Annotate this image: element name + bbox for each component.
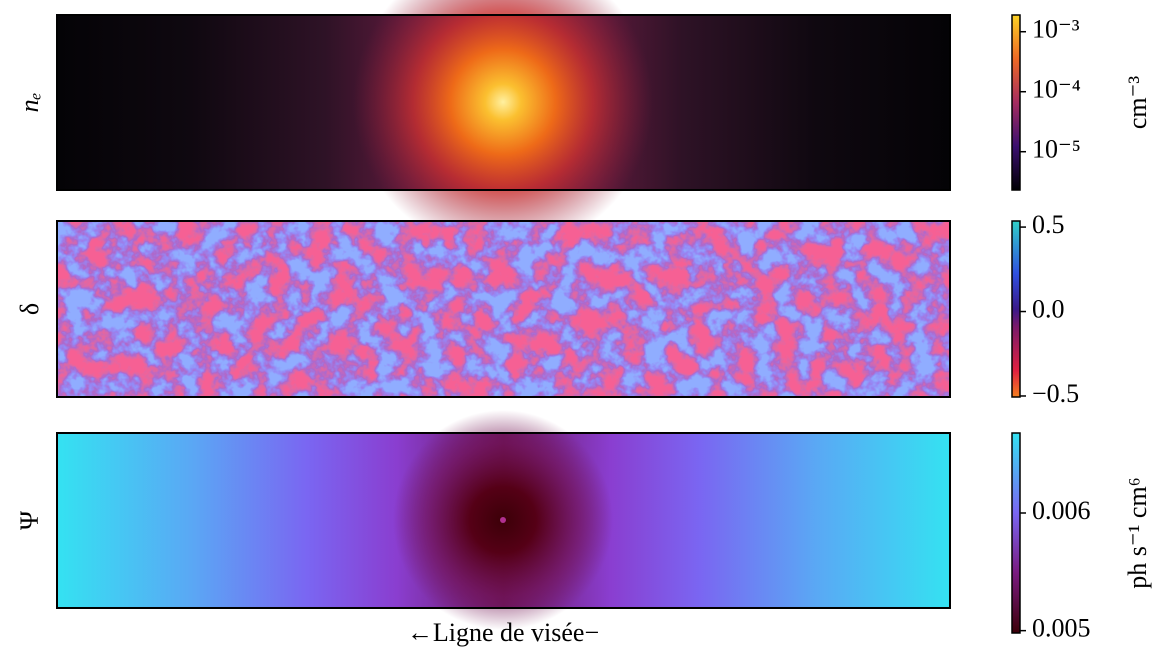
emissivity-center bbox=[500, 517, 506, 523]
colorbar-tick-label: −0.5 bbox=[1032, 379, 1079, 408]
colorbar bbox=[1011, 432, 1021, 634]
colorbar-label: cm⁻³ bbox=[1123, 76, 1152, 129]
colorbar bbox=[1011, 14, 1021, 191]
frame bbox=[56, 14, 951, 191]
colorbar-tick-label: 10⁻³ bbox=[1032, 15, 1080, 44]
panel-frames bbox=[56, 14, 951, 609]
frame bbox=[56, 220, 951, 398]
colorbar-tick-label: 10⁻⁵ bbox=[1032, 135, 1081, 164]
colorbar-tick-label: 10⁻⁴ bbox=[1032, 75, 1081, 104]
density-core bbox=[353, 0, 653, 252]
colorbar-tick-label: 0.5 bbox=[1032, 210, 1065, 239]
panel-images bbox=[57, 0, 950, 630]
y-axis-label: δ bbox=[15, 303, 44, 315]
fluctuation-image bbox=[57, 221, 950, 397]
colorbar-label: ph s⁻¹ cm⁶ bbox=[1123, 477, 1152, 588]
colorbar-tick-label: 0.0 bbox=[1032, 295, 1065, 324]
colorbar bbox=[1011, 220, 1021, 398]
frame bbox=[56, 432, 951, 609]
colorbar-tick-label: 0.005 bbox=[1032, 614, 1091, 643]
y-axis-label: Ψ bbox=[15, 510, 44, 530]
x-axis-label: ←Ligne de visée− bbox=[407, 618, 599, 647]
y-axis-label: nₑ bbox=[15, 93, 44, 113]
colorbar-tick-label: 0.006 bbox=[1032, 496, 1091, 525]
